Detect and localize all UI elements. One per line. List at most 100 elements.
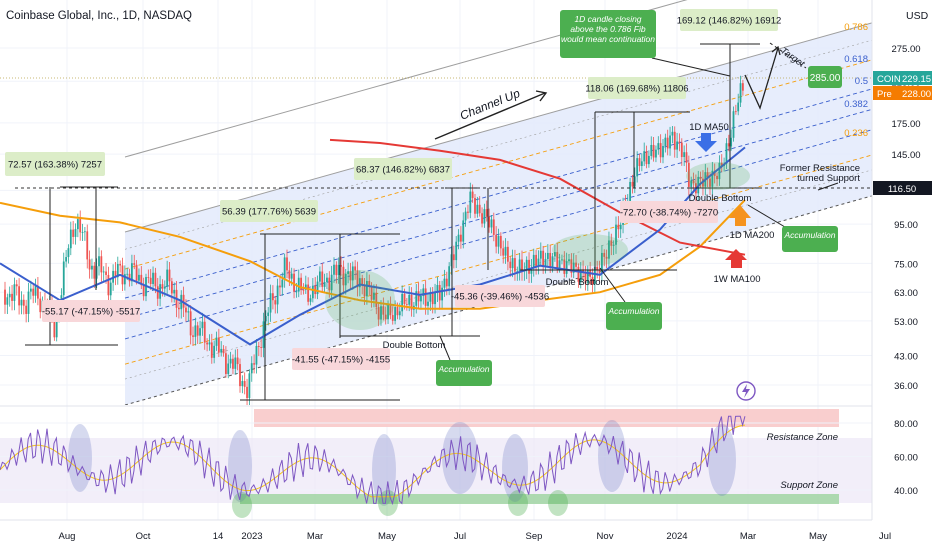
channel-up-arrowhead xyxy=(535,90,548,102)
fib-line-0 xyxy=(124,59,872,270)
channel-up-label: Channel Up xyxy=(458,86,522,123)
time-tick-11: May xyxy=(809,531,827,542)
coin-tag-label: COIN xyxy=(877,74,901,85)
candle-body xyxy=(389,303,392,316)
candle-body xyxy=(149,277,152,284)
double-bottom-zone-2 xyxy=(552,234,628,266)
candle-body xyxy=(448,266,451,287)
candle-body xyxy=(718,162,721,180)
chart-title[interactable]: Coinbase Global, Inc., 1D, NASDAQ xyxy=(6,10,192,22)
time-axis[interactable]: Aug Oct 14 2023 Mar May Jul Sep Nov 2024 Mar May Jul xyxy=(59,531,892,542)
time-tick-9: 2024 xyxy=(666,531,687,542)
channel-inner-0 xyxy=(124,169,872,380)
time-tick-4: Mar xyxy=(307,531,323,542)
candle-body xyxy=(551,256,554,267)
candle-body xyxy=(288,270,291,279)
candle-body xyxy=(655,149,657,158)
candle-body xyxy=(220,348,223,353)
ma100w-label: 1W MA100 xyxy=(714,274,761,285)
lightning-icon[interactable] xyxy=(736,381,756,401)
target-arrowhead xyxy=(771,45,781,56)
candle-body xyxy=(645,151,648,165)
candle-body xyxy=(643,151,646,162)
lightning-icon-bolt xyxy=(742,384,750,398)
candle-body xyxy=(608,240,610,259)
rsi-tick-1: 60.00 xyxy=(894,453,918,464)
candle-body xyxy=(232,358,234,369)
candle-body xyxy=(210,342,213,358)
fib-line-1 xyxy=(124,88,872,299)
former-resistance-pointer xyxy=(817,182,839,191)
resistance-zone xyxy=(254,409,839,427)
candle-body xyxy=(358,278,361,288)
measure-label-8-box xyxy=(620,201,718,223)
candle-body xyxy=(429,292,432,302)
candle-body xyxy=(492,219,495,235)
candle-body xyxy=(739,83,742,103)
candle-body xyxy=(340,265,342,267)
candle-body xyxy=(593,266,596,284)
candle-body xyxy=(636,158,639,177)
candle-body xyxy=(537,258,540,266)
candle-body xyxy=(126,273,129,275)
channel-up-arrow xyxy=(434,92,546,140)
candle-body xyxy=(65,257,67,262)
fib-note-pointer xyxy=(651,57,731,77)
candle-body xyxy=(680,142,683,158)
candle-body xyxy=(452,254,455,261)
candle-body xyxy=(208,342,211,345)
price-axis[interactable]: 275.00225.00175.00145.0095.0075.0063.005… xyxy=(871,0,932,550)
candle-body xyxy=(544,259,547,267)
measure-label-4-box xyxy=(292,348,390,370)
measure-label-7-box xyxy=(588,77,686,99)
candle-body xyxy=(276,285,279,305)
target-price: 285.00 xyxy=(810,73,841,84)
candle-body xyxy=(730,137,733,147)
candle-body xyxy=(187,311,190,313)
candle-body xyxy=(499,235,502,249)
candle-body xyxy=(264,315,267,322)
candle-body xyxy=(478,204,481,214)
fib-label-3: 0.382 xyxy=(844,99,868,110)
candle-body xyxy=(474,197,476,214)
candle-body xyxy=(173,289,176,294)
candle-body xyxy=(194,325,197,337)
candle-body xyxy=(460,234,462,242)
candle-body xyxy=(222,348,225,354)
candle-body xyxy=(648,155,650,165)
candle-body xyxy=(575,262,577,267)
candle-body xyxy=(229,358,232,364)
rsi-highlight-5 xyxy=(598,420,626,492)
candle-body xyxy=(248,373,251,399)
candle-body xyxy=(546,252,549,260)
candle-body xyxy=(272,293,274,301)
candle-body xyxy=(631,181,634,187)
candle-body xyxy=(250,363,253,374)
candle-body xyxy=(342,266,345,286)
candle-body xyxy=(4,289,6,305)
candle-body xyxy=(323,282,326,287)
candle-body xyxy=(161,284,164,289)
candle-body xyxy=(239,364,241,387)
candle-body xyxy=(333,264,335,275)
candle-body xyxy=(27,291,30,314)
time-tick-7: Sep xyxy=(526,531,543,542)
candle-body xyxy=(286,257,288,271)
candle-body xyxy=(326,277,328,283)
candle-body xyxy=(615,224,617,245)
candle-body xyxy=(525,259,528,270)
candle-body xyxy=(18,286,20,306)
candle-body xyxy=(344,273,347,286)
accumulation-3-box xyxy=(782,226,838,252)
candle-body xyxy=(535,254,537,266)
candle-body xyxy=(502,248,505,256)
candle-body xyxy=(737,102,740,112)
channel-inner-1 xyxy=(124,39,872,250)
pre-tag-label: Pre xyxy=(877,89,892,100)
candle-body xyxy=(135,264,138,281)
candle-body xyxy=(577,266,580,282)
candle-body xyxy=(420,295,422,302)
fib-note-line-1: above the 0.786 Fib xyxy=(570,24,645,34)
